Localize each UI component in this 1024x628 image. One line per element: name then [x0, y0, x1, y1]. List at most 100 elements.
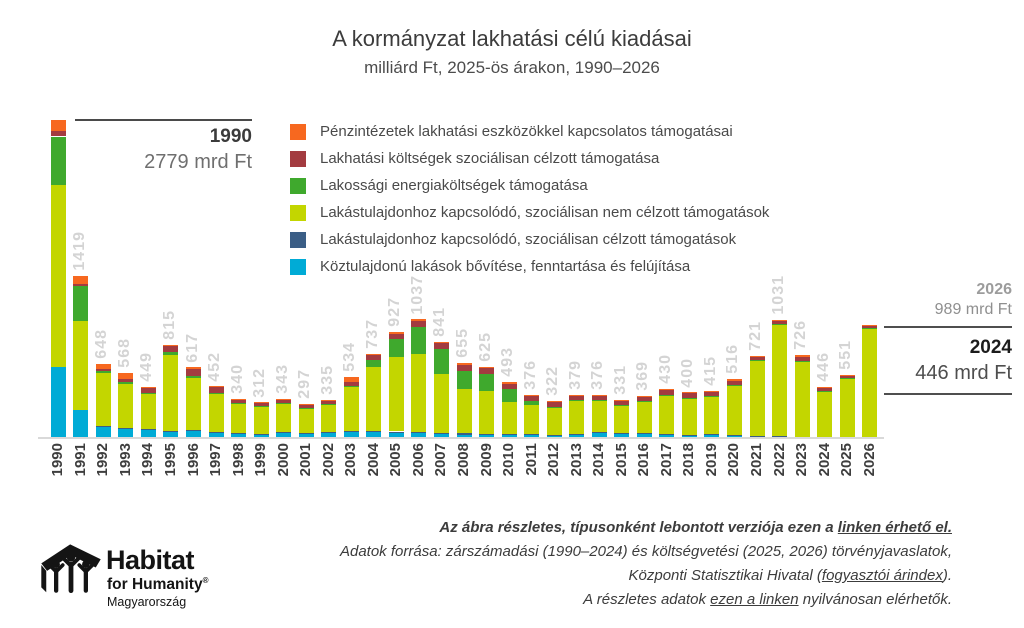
bar-segment-2015[interactable] — [614, 405, 630, 434]
bar-segment-2011[interactable] — [524, 405, 540, 435]
bar-segment-2012[interactable] — [546, 406, 562, 408]
bar-segment-2009[interactable] — [479, 434, 495, 436]
bar-segment-2018[interactable] — [681, 392, 697, 398]
bar-segment-2019[interactable] — [704, 391, 720, 396]
bar-segment-2000[interactable] — [276, 400, 292, 404]
bar-segment-2019[interactable] — [704, 396, 720, 434]
bar-segment-1993[interactable] — [118, 373, 134, 379]
bar-segment-2003[interactable] — [343, 430, 359, 432]
bar-segment-2008[interactable] — [456, 364, 472, 371]
bar-segment-2004[interactable] — [366, 432, 382, 438]
bar-segment-1992[interactable] — [95, 369, 111, 371]
bar-segment-1999[interactable] — [253, 402, 269, 403]
bar-segment-1990[interactable] — [50, 136, 66, 185]
bar-segment-2009[interactable] — [479, 435, 495, 438]
bar-segment-2007[interactable] — [433, 341, 449, 344]
bar-segment-1997[interactable] — [208, 392, 224, 394]
bar-segment-2006[interactable] — [411, 432, 427, 434]
bar-segment-1995[interactable] — [163, 345, 179, 353]
bar-segment-1992[interactable] — [95, 426, 111, 428]
bar-segment-2004[interactable] — [366, 355, 382, 360]
bar-segment-2005[interactable] — [388, 431, 404, 433]
bar-segment-2020[interactable] — [726, 434, 742, 436]
bar-segment-1996[interactable] — [186, 429, 201, 432]
bar-segment-2004[interactable] — [366, 366, 382, 431]
bar-segment-2007[interactable] — [433, 432, 449, 434]
bar-segment-2005[interactable] — [388, 432, 404, 438]
bar-segment-2001[interactable] — [298, 408, 314, 433]
bar-segment-2020[interactable] — [726, 435, 742, 438]
bar-segment-1994[interactable] — [140, 393, 156, 430]
bar-segment-1998[interactable] — [231, 434, 247, 438]
bar-segment-1999[interactable] — [253, 434, 269, 438]
bar-segment-2017[interactable] — [659, 395, 675, 434]
bar-segment-2014[interactable] — [591, 432, 607, 433]
bar-segment-1992[interactable] — [95, 363, 111, 369]
bar-segment-2015[interactable] — [614, 433, 630, 434]
bar-segment-2018[interactable] — [681, 434, 697, 436]
bar-segment-2009[interactable] — [479, 366, 495, 369]
bar-segment-2017[interactable] — [659, 434, 675, 438]
bar-segment-1995[interactable] — [163, 352, 179, 356]
bar-segment-2021[interactable] — [749, 360, 765, 436]
bar-segment-2004[interactable] — [366, 430, 382, 433]
bar-segment-1994[interactable] — [140, 430, 156, 438]
bar-segment-1999[interactable] — [253, 405, 269, 407]
bar-segment-2021[interactable] — [749, 356, 765, 360]
bar-segment-1995[interactable] — [163, 344, 179, 346]
bar-segment-2010[interactable] — [501, 433, 517, 435]
legend-item-1[interactable]: Lakhatási költségek szociálisan célzott … — [290, 145, 769, 172]
bar-segment-2022[interactable] — [772, 320, 788, 324]
bar-segment-2002[interactable] — [321, 400, 337, 405]
bar-segment-2008[interactable] — [456, 363, 472, 365]
bar-segment-1993[interactable] — [118, 427, 134, 429]
bar-segment-2009[interactable] — [479, 373, 495, 391]
bar-segment-1994[interactable] — [140, 386, 156, 388]
bar-segment-2023[interactable] — [794, 361, 810, 437]
bar-segment-1993[interactable] — [118, 428, 134, 438]
bar-segment-2012[interactable] — [546, 407, 562, 436]
bar-segment-2001[interactable] — [298, 404, 314, 408]
bar-segment-2010[interactable] — [501, 434, 517, 438]
bar-segment-2001[interactable] — [298, 432, 314, 434]
bar-segment-2005[interactable] — [388, 333, 404, 339]
bar-segment-2024[interactable] — [817, 387, 833, 391]
bar-segment-2008[interactable] — [456, 433, 472, 435]
bar-segment-2002[interactable] — [321, 431, 337, 433]
bar-segment-2006[interactable] — [411, 354, 427, 433]
bar-segment-1992[interactable] — [95, 427, 111, 438]
bar-segment-1990[interactable] — [50, 120, 66, 131]
bar-segment-2001[interactable] — [298, 404, 314, 405]
bar-segment-2006[interactable] — [411, 326, 427, 355]
bar-segment-1997[interactable] — [208, 432, 224, 434]
bar-segment-2017[interactable] — [659, 434, 675, 435]
bar-segment-2000[interactable] — [276, 432, 292, 438]
bar-segment-2001[interactable] — [298, 433, 314, 438]
bar-segment-2016[interactable] — [636, 433, 652, 438]
bar-segment-1991[interactable] — [73, 275, 89, 284]
bar-segment-2014[interactable] — [591, 395, 607, 401]
bar-segment-1991[interactable] — [73, 283, 89, 287]
legend-item-0[interactable]: Pénzintézetek lakhatási eszközökkel kapc… — [290, 118, 769, 145]
bar-segment-1996[interactable] — [186, 378, 201, 430]
bar-segment-2010[interactable] — [501, 381, 517, 384]
bar-segment-2002[interactable] — [321, 399, 337, 401]
footer-link-detailed-version[interactable]: linken érhető el. — [837, 519, 952, 536]
bar-segment-2019[interactable] — [704, 434, 720, 438]
bar-segment-2013[interactable] — [569, 401, 585, 434]
bar-segment-2012[interactable] — [546, 435, 562, 436]
bar-segment-2026[interactable] — [862, 324, 878, 326]
bar-segment-2004[interactable] — [366, 353, 382, 356]
bar-segment-2014[interactable] — [591, 432, 607, 438]
bar-segment-2019[interactable] — [704, 390, 720, 392]
bar-segment-2010[interactable] — [501, 401, 517, 434]
bar-segment-2014[interactable] — [591, 401, 607, 433]
bar-segment-1994[interactable] — [140, 429, 156, 430]
bar-segment-1990[interactable] — [50, 367, 66, 438]
legend-item-3[interactable]: Lakástulajdonhoz kapcsolódó, szociálisan… — [290, 199, 769, 226]
bar-segment-2003[interactable] — [343, 431, 359, 438]
bar-segment-1992[interactable] — [95, 370, 111, 374]
bar-segment-2018[interactable] — [681, 435, 697, 438]
bar-segment-2013[interactable] — [569, 400, 585, 402]
bar-segment-2017[interactable] — [659, 389, 675, 395]
